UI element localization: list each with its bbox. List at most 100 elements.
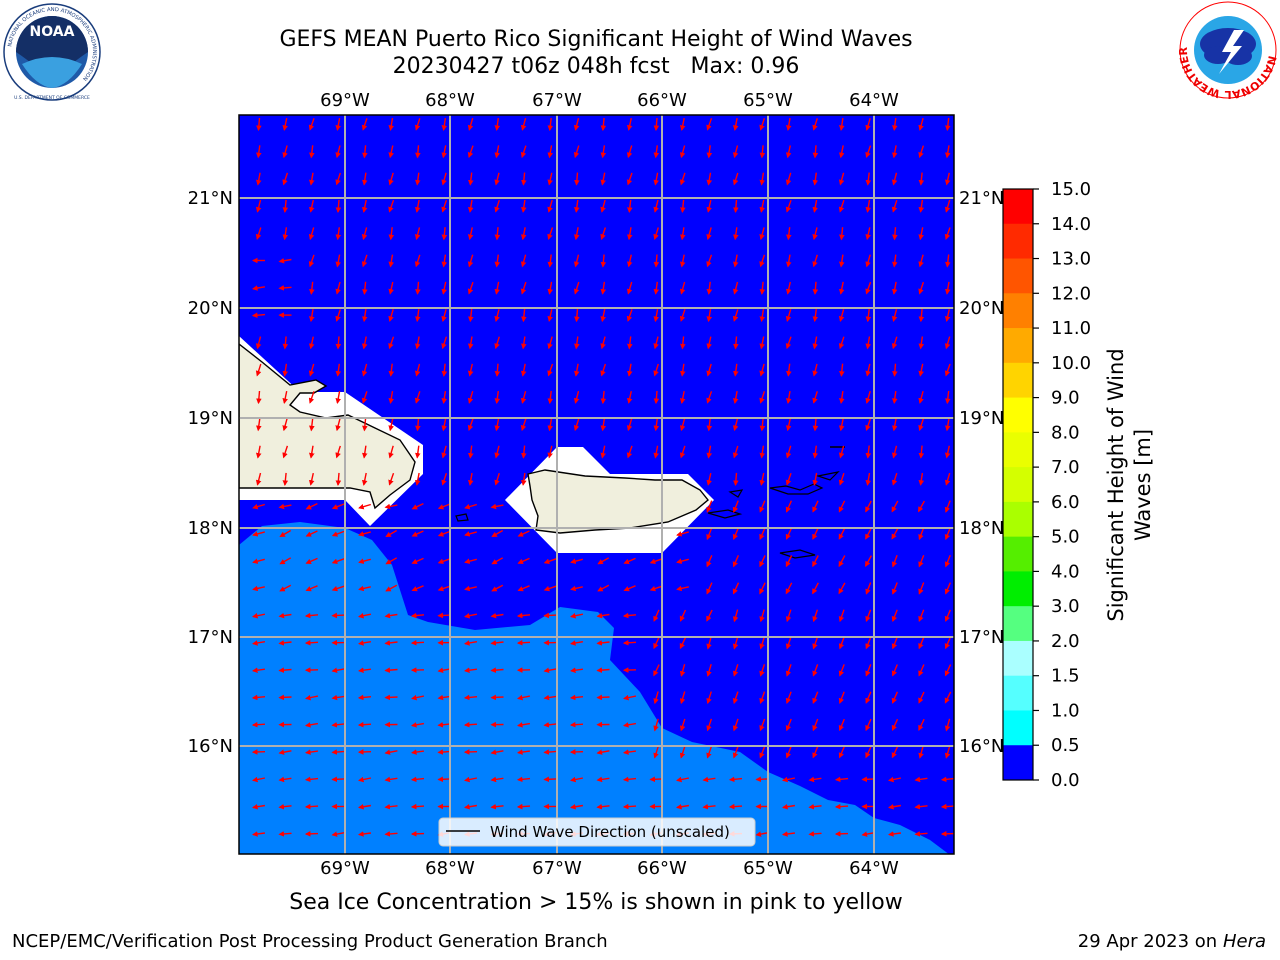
wind-wave-arrow — [626, 118, 633, 131]
wind-wave-arrow — [785, 172, 792, 186]
wind-wave-arrow — [467, 118, 474, 131]
wind-wave-arrow — [414, 199, 421, 213]
wind-wave-arrow — [543, 558, 557, 564]
wind-wave-arrow — [675, 803, 690, 810]
wind-wave-arrow — [437, 721, 451, 728]
wind-wave-arrow — [812, 199, 818, 213]
wind-wave-arrow — [918, 554, 925, 568]
wind-wave-arrow — [676, 585, 689, 592]
wind-wave-arrow — [623, 585, 636, 592]
wind-wave-arrow — [384, 640, 398, 646]
wind-wave-arrow — [491, 557, 504, 565]
colorbar-tick-label: 9.0 — [1051, 388, 1080, 409]
wind-wave-arrow — [357, 721, 372, 728]
wind-wave-arrow — [679, 609, 687, 622]
wind-wave-arrow — [785, 582, 793, 595]
wind-wave-arrow — [918, 309, 925, 323]
wind-wave-arrow — [865, 336, 872, 350]
wind-wave-arrow — [596, 640, 610, 646]
lat-tick-label-left: 20°N — [188, 298, 233, 319]
wind-wave-arrow — [653, 227, 659, 240]
wind-wave-arrow — [441, 145, 447, 159]
wind-wave-arrow — [679, 636, 687, 650]
wind-wave-arrow — [679, 445, 686, 459]
wind-wave-arrow — [891, 664, 898, 677]
wind-wave-arrow — [596, 694, 610, 701]
footer-date: 29 Apr 2023 on Hera — [1078, 931, 1266, 952]
wind-wave-arrow — [600, 309, 606, 323]
wind-wave-arrow — [362, 281, 368, 295]
lon-tick-label-top: 66°W — [637, 90, 687, 111]
colorbar-segment — [1003, 640, 1033, 677]
wind-wave-arrow — [759, 145, 766, 159]
wind-wave-arrow — [252, 612, 266, 619]
wind-wave-arrow — [812, 309, 819, 323]
wind-wave-arrow — [437, 612, 451, 619]
wind-wave-arrow — [358, 531, 371, 537]
wind-wave-arrow — [864, 555, 873, 567]
wind-wave-arrow — [361, 336, 368, 350]
wind-wave-arrow — [759, 609, 765, 623]
wind-wave-arrow — [914, 831, 928, 837]
wind-wave-arrow — [278, 285, 292, 291]
wind-wave-arrow — [653, 145, 660, 159]
wind-wave-arrow — [517, 694, 531, 701]
wind-wave-arrow — [490, 612, 504, 619]
wind-wave-arrow — [838, 145, 845, 159]
wind-wave-arrow — [676, 558, 689, 564]
wind-wave-arrow — [490, 694, 504, 701]
colorbar-segment — [1003, 293, 1033, 329]
wind-wave-arrow — [891, 554, 898, 568]
colorbar-tick-label: 1.0 — [1051, 700, 1080, 721]
wind-wave-arrow — [467, 254, 474, 268]
wind-wave-arrow — [622, 640, 637, 646]
wind-wave-arrow — [362, 172, 368, 186]
wind-wave-arrow — [732, 746, 739, 759]
wind-wave-arrow — [596, 776, 610, 783]
wind-wave-arrow — [415, 172, 421, 186]
wind-wave-arrow — [279, 529, 292, 538]
wind-wave-arrow — [759, 582, 766, 595]
wind-wave-arrow — [812, 254, 818, 268]
st-croix-island — [779, 549, 816, 559]
wind-wave-arrow — [728, 803, 743, 810]
wind-wave-arrow — [838, 664, 845, 677]
lat-tick-label-right: 18°N — [959, 518, 1004, 539]
wind-wave-arrow — [944, 418, 951, 432]
wind-wave-arrow — [251, 667, 265, 673]
wind-wave-arrow — [891, 418, 898, 432]
wind-wave-arrow — [944, 664, 952, 677]
wind-wave-arrow — [362, 145, 368, 159]
wind-wave-arrow — [331, 530, 345, 537]
wind-wave-arrow — [891, 309, 898, 322]
colorbar-tick-label: 11.0 — [1051, 318, 1091, 339]
wind-wave-arrow — [759, 172, 766, 186]
wind-wave-arrow — [437, 503, 451, 510]
wind-wave-arrow — [865, 309, 872, 323]
wind-wave-arrow — [706, 118, 713, 131]
wind-wave-arrow — [733, 363, 739, 377]
wind-wave-arrow — [516, 776, 531, 783]
map-gridlines — [239, 115, 954, 854]
wind-wave-arrow — [706, 227, 712, 241]
wind-wave-arrow — [812, 227, 818, 241]
wind-wave-arrow — [732, 609, 739, 623]
wind-wave-arrow — [679, 309, 686, 322]
wind-wave-arrow — [251, 640, 266, 646]
wind-wave-arrow — [282, 390, 288, 404]
wind-wave-arrow — [653, 199, 659, 213]
wind-wave-arrow — [944, 363, 951, 377]
wind-wave-arrow — [441, 309, 447, 322]
wind-wave-arrow — [653, 172, 659, 186]
wind-wave-arrow — [918, 281, 925, 295]
lat-tick-label-left: 18°N — [188, 518, 233, 539]
wind-wave-arrow — [945, 254, 951, 268]
wind-wave-arrow — [918, 718, 925, 732]
wind-wave-arrow — [520, 391, 527, 404]
wind-wave-arrow — [600, 117, 607, 132]
wind-wave-arrow — [865, 500, 872, 513]
wind-wave-arrow — [335, 145, 341, 159]
wind-wave-arrow — [759, 418, 766, 432]
wind-wave-arrow — [569, 694, 584, 701]
wind-wave-arrow — [388, 254, 395, 268]
